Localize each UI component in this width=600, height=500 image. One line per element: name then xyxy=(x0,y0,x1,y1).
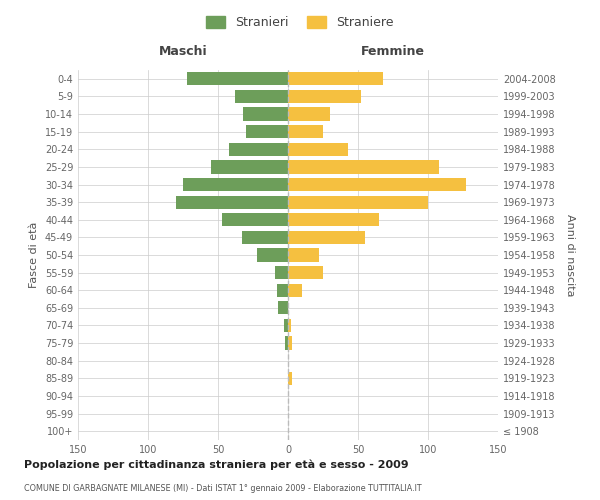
Bar xyxy=(288,372,292,385)
Text: COMUNE DI GARBAGNATE MILANESE (MI) - Dati ISTAT 1° gennaio 2009 - Elaborazione T: COMUNE DI GARBAGNATE MILANESE (MI) - Dat… xyxy=(24,484,422,493)
Bar xyxy=(222,213,288,226)
Bar xyxy=(183,178,288,191)
Bar xyxy=(176,196,288,209)
Bar xyxy=(257,248,288,262)
Bar xyxy=(277,284,288,297)
Bar xyxy=(288,160,439,173)
Text: Popolazione per cittadinanza straniera per età e sesso - 2009: Popolazione per cittadinanza straniera p… xyxy=(24,459,409,469)
Bar xyxy=(246,125,288,138)
Bar xyxy=(288,284,302,297)
Bar xyxy=(285,336,288,349)
Bar xyxy=(211,160,288,173)
Bar xyxy=(288,178,466,191)
Y-axis label: Fasce di età: Fasce di età xyxy=(29,222,39,288)
Bar xyxy=(288,72,383,86)
Bar xyxy=(187,72,288,86)
Bar xyxy=(288,231,365,244)
Bar xyxy=(288,125,323,138)
Bar xyxy=(288,319,291,332)
Bar xyxy=(284,319,288,332)
Bar xyxy=(243,108,288,120)
Text: Maschi: Maschi xyxy=(158,44,208,58)
Bar xyxy=(235,90,288,103)
Y-axis label: Anni di nascita: Anni di nascita xyxy=(565,214,575,296)
Bar xyxy=(288,213,379,226)
Bar xyxy=(288,142,348,156)
Bar xyxy=(288,248,319,262)
Bar xyxy=(275,266,288,279)
Bar xyxy=(288,336,292,349)
Text: Femmine: Femmine xyxy=(361,44,425,58)
Bar xyxy=(288,266,323,279)
Legend: Stranieri, Straniere: Stranieri, Straniere xyxy=(202,11,398,34)
Bar xyxy=(229,142,288,156)
Bar xyxy=(288,196,428,209)
Bar xyxy=(288,108,330,120)
Bar xyxy=(278,301,288,314)
Bar xyxy=(288,90,361,103)
Bar xyxy=(242,231,288,244)
